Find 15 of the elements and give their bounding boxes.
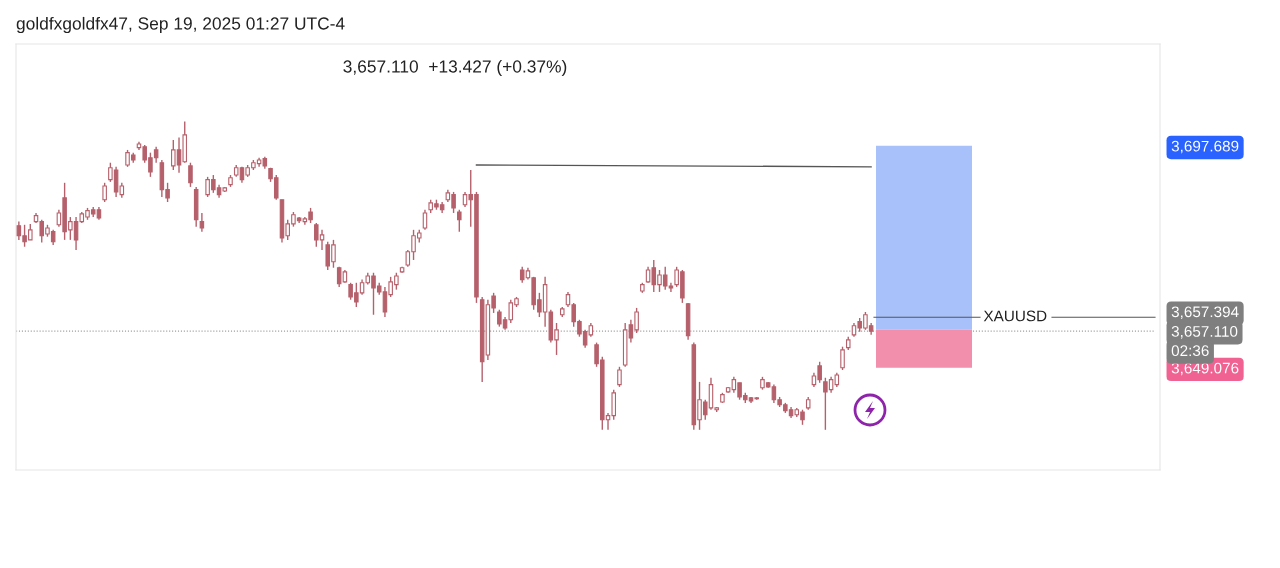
candlestick (840, 346, 845, 371)
candlestick (617, 366, 622, 388)
chart-title: goldfxgoldfx47, Sep 19, 2025 01:27 UTC-4 (16, 16, 345, 34)
text: 3,657.394 (1171, 306, 1239, 319)
candlestick (199, 212, 205, 233)
annotation: XAUUSD (983, 310, 1047, 322)
candlestick (188, 162, 193, 188)
candlestick (102, 182, 107, 203)
y-tick-label: 3,657.110 (1171, 326, 1238, 339)
y-tick-label: 3,649.076 (1171, 362, 1239, 376)
text: 3,657.110 +13.427 (+0.37%) (343, 59, 567, 77)
candlestick (457, 209, 462, 233)
text: 02:36 (1171, 345, 1209, 357)
y-tick-label: 3,697.689 (1171, 140, 1239, 154)
candlestick (422, 209, 428, 231)
